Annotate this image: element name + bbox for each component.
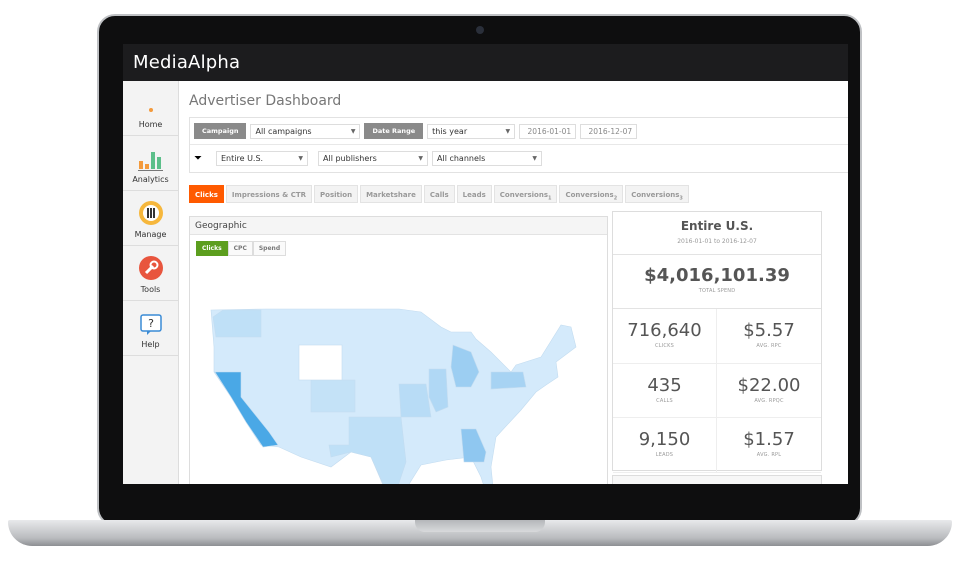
summary-date-range: 2016-01-01 to 2016-12-07 [677, 238, 757, 245]
tab-position[interactable]: Position [314, 185, 359, 203]
map-state-texas [328, 416, 407, 484]
top-bar: MediaAlpha [123, 44, 848, 81]
chevron-down-icon: ▼ [418, 155, 423, 162]
main-content: Advertiser Dashboard Campaign All campai… [189, 81, 848, 484]
camera [476, 26, 484, 34]
sidebar-item-label: Tools [140, 285, 161, 294]
campaign-select[interactable]: All campaigns ▼ [250, 123, 361, 139]
channel-value: All channels [437, 154, 486, 163]
tab-marketshare[interactable]: Marketshare [360, 185, 422, 203]
campaign-value: All campaigns [255, 126, 312, 136]
map-state-washington [212, 309, 262, 338]
sidebar-item-home[interactable]: Home [123, 81, 178, 136]
filter-bar: Campaign All campaigns ▼ Date Range this … [189, 117, 848, 173]
map-state-illinois [428, 368, 449, 413]
svg-text:?: ? [148, 317, 154, 330]
filter-icon: ⏷ [194, 153, 202, 164]
geographic-panel: Geographic Clicks CPC Spend [189, 216, 608, 484]
help-icon: ? [139, 314, 162, 335]
campaign-label: Campaign [194, 123, 247, 139]
sidebar-item-label: Manage [134, 230, 167, 239]
date-range-label: Date Range [364, 123, 424, 139]
total-spend-label: TOTAL SPEND [698, 288, 736, 294]
secondary-panel [612, 475, 822, 484]
map-state-georgia [460, 428, 487, 463]
region-value: Entire U.S. [221, 154, 264, 163]
map-state-wyoming [298, 344, 343, 381]
metric-avg-rpqc: $22.00 AVG. RPQC [717, 364, 821, 418]
channel-select[interactable]: All channels ▼ [432, 151, 542, 166]
map-state-missouri [398, 383, 432, 418]
sidebar-item-help[interactable]: ? Help [123, 301, 178, 356]
region-select[interactable]: Entire U.S. ▼ [216, 151, 308, 166]
tab-leads[interactable]: Leads [456, 185, 492, 203]
sidebar-item-label: Home [138, 120, 163, 129]
sidebar-item-label: Help [141, 340, 160, 349]
publisher-value: All publishers [323, 154, 377, 163]
metric-leads: 9,150 LEADS [613, 418, 717, 473]
sidebar: Home Analytics Manage Tools ? Help [123, 81, 179, 484]
us-map[interactable] [190, 257, 609, 484]
total-spend-value: $4,016,101.39 [644, 265, 790, 286]
metric-calls: 435 CALLS [613, 363, 717, 418]
tab-conversions-1[interactable]: Conversions1 [493, 185, 558, 203]
tab-conversions-3[interactable]: Conversions3 [625, 185, 689, 203]
tab-calls[interactable]: Calls [423, 185, 455, 203]
chevron-down-icon: ▼ [298, 155, 303, 162]
map-tab-spend[interactable]: Spend [252, 241, 287, 256]
home-dot-icon [148, 108, 153, 112]
wrench-icon [138, 256, 163, 280]
date-range-value: this year [432, 126, 468, 136]
tab-impressions-ctr[interactable]: Impressions & CTR [225, 185, 313, 203]
map-state-california [214, 371, 279, 448]
map-state-michigan [450, 344, 480, 388]
metric-avg-rpl: $1.57 AVG. RPL [717, 418, 821, 473]
map-tab-clicks[interactable]: Clicks [196, 241, 228, 256]
geographic-title: Geographic [190, 217, 607, 235]
chevron-down-icon: ▼ [350, 127, 356, 135]
tab-conversions-2[interactable]: Conversions2 [559, 185, 624, 203]
sidebar-item-label: Analytics [132, 175, 169, 184]
publisher-select[interactable]: All publishers ▼ [318, 151, 428, 166]
screen: MediaAlpha Home Analytics Manage Tools ?… [123, 44, 848, 484]
start-date-input[interactable]: 2016-01-01 [519, 123, 577, 139]
metric-avg-rpc: $5.57 AVG. RPC [717, 309, 821, 364]
sliders-icon [138, 201, 163, 225]
page-title: Advertiser Dashboard [189, 93, 342, 109]
chevron-down-icon: ▼ [505, 127, 511, 135]
map-tab-cpc[interactable]: CPC [227, 241, 253, 256]
tab-clicks[interactable]: Clicks [189, 185, 224, 203]
bar-chart-icon [137, 152, 163, 171]
summary-panel: Entire U.S. 2016-01-01 to 2016-12-07 $4,0… [612, 211, 822, 473]
sidebar-item-analytics[interactable]: Analytics [123, 136, 178, 191]
chevron-down-icon: ▼ [532, 155, 537, 162]
brand-logo[interactable]: MediaAlpha [133, 52, 241, 73]
sidebar-item-manage[interactable]: Manage [123, 191, 178, 246]
metric-clicks: 716,640 CLICKS [613, 309, 717, 364]
metric-tabs: Clicks Impressions & CTR Position Market… [189, 185, 848, 203]
date-range-select[interactable]: this year ▼ [427, 123, 516, 139]
laptop-notch [415, 520, 545, 532]
end-date-input[interactable]: 2016-12-07 [580, 123, 638, 139]
map-state-colorado [310, 379, 356, 413]
summary-title: Entire U.S. [680, 219, 754, 233]
map-state-pennsylvania [490, 371, 527, 390]
sidebar-item-tools[interactable]: Tools [123, 246, 178, 301]
